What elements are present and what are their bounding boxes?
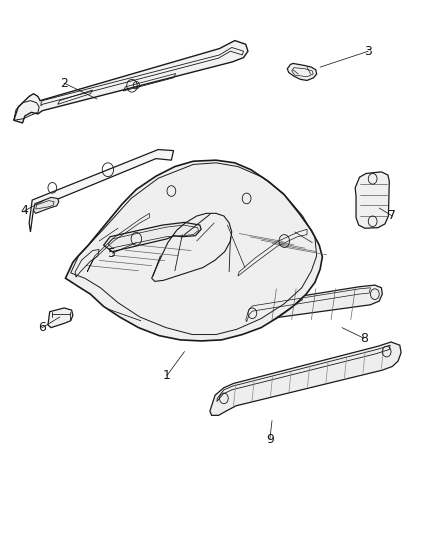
Polygon shape [29,150,173,232]
Text: 6: 6 [38,321,46,334]
Text: 7: 7 [388,209,396,222]
Polygon shape [354,172,389,228]
Text: 1: 1 [162,369,170,382]
Text: 8: 8 [359,332,367,345]
Text: 5: 5 [108,247,116,260]
Polygon shape [287,63,316,80]
Polygon shape [103,222,201,252]
Polygon shape [65,160,321,341]
Polygon shape [48,308,73,328]
Polygon shape [33,197,59,213]
Text: 4: 4 [21,204,28,217]
Polygon shape [209,342,400,415]
Polygon shape [14,41,247,123]
Polygon shape [243,285,381,326]
Text: 2: 2 [60,77,68,90]
Text: 3: 3 [364,45,371,58]
Text: 9: 9 [265,433,273,446]
